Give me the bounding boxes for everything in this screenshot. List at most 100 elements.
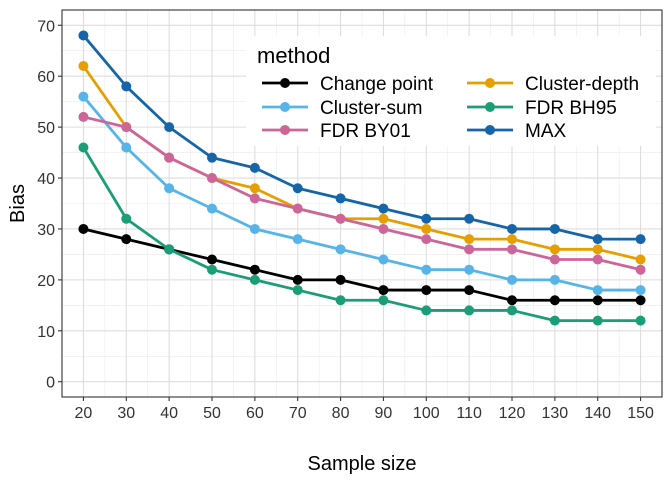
data-point xyxy=(121,234,132,245)
legend-item: Cluster-sum xyxy=(262,98,422,119)
data-point xyxy=(249,223,260,234)
data-point xyxy=(378,254,389,265)
legend-label: Cluster-sum xyxy=(320,98,422,119)
data-point xyxy=(592,295,603,306)
legend-swatch-point xyxy=(485,78,495,88)
data-point xyxy=(635,254,646,265)
data-point xyxy=(378,295,389,306)
data-point xyxy=(207,264,217,275)
data-point xyxy=(78,223,89,234)
data-point xyxy=(335,193,346,204)
y-tick-label: 30 xyxy=(37,222,55,239)
data-point xyxy=(549,254,560,265)
data-point xyxy=(292,274,303,285)
x-tick-label: 110 xyxy=(456,405,482,422)
x-tick-label: 140 xyxy=(584,405,611,422)
series-line xyxy=(82,34,641,241)
data-point xyxy=(507,244,517,255)
data-point xyxy=(78,91,89,102)
data-point xyxy=(592,244,603,255)
data-point xyxy=(635,264,646,275)
y-axis-title: Bias xyxy=(7,184,29,223)
series-line xyxy=(82,95,641,292)
series-fdr-bh95 xyxy=(78,142,646,326)
legend-label: MAX xyxy=(525,121,567,142)
legend-label: FDR BH95 xyxy=(525,98,617,119)
data-point xyxy=(335,295,346,306)
series-line xyxy=(83,115,641,272)
x-tick-label: 60 xyxy=(246,405,264,422)
data-point xyxy=(635,234,646,245)
data-point xyxy=(421,234,432,245)
legend-background xyxy=(246,36,656,146)
data-point xyxy=(335,213,346,224)
data-point xyxy=(507,234,517,245)
data-point xyxy=(421,305,432,316)
data-point xyxy=(78,111,89,122)
legend-item: FDR BY01 xyxy=(262,121,411,142)
data-point xyxy=(121,142,132,153)
data-point xyxy=(549,274,560,285)
data-point xyxy=(121,122,132,133)
x-tick-label: 20 xyxy=(75,405,93,422)
data-point xyxy=(78,30,89,41)
data-point xyxy=(549,223,560,234)
data-point xyxy=(464,234,475,245)
y-tick-label: 70 xyxy=(37,18,55,35)
x-tick-label: 100 xyxy=(413,405,440,422)
data-point xyxy=(378,213,389,224)
data-point xyxy=(421,264,432,275)
data-point xyxy=(207,254,217,265)
legend-item: Cluster-depth xyxy=(467,74,639,95)
series-cluster-sum xyxy=(78,91,646,296)
data-point xyxy=(507,223,517,234)
data-point xyxy=(464,213,475,224)
data-point xyxy=(164,183,175,194)
data-point xyxy=(207,152,217,163)
data-point xyxy=(121,81,132,92)
data-point xyxy=(592,285,603,296)
data-point xyxy=(292,234,303,245)
data-point xyxy=(378,203,389,214)
data-point xyxy=(592,234,603,245)
data-point xyxy=(635,295,646,306)
data-point xyxy=(78,142,89,153)
legend-label: FDR BY01 xyxy=(320,121,411,142)
x-axis-title: Sample size xyxy=(308,453,417,475)
y-tick-label: 0 xyxy=(46,375,55,392)
axes: 0 10 20 30 40 50 60 70 20 30 40 50 60 70 80 90 100 110 120… xyxy=(37,18,654,422)
series-line xyxy=(83,227,641,302)
x-tick-label: 50 xyxy=(203,405,221,422)
legend-swatch-point xyxy=(280,102,290,112)
legend-label: Cluster-depth xyxy=(525,74,639,95)
data-point xyxy=(464,285,475,296)
data-point xyxy=(249,183,260,194)
data-point xyxy=(378,285,389,296)
legend-swatch-point xyxy=(485,102,495,112)
data-point xyxy=(507,305,517,316)
y-tick-label: 60 xyxy=(37,69,55,86)
data-point xyxy=(549,315,560,326)
y-tick-label: 20 xyxy=(37,273,55,290)
y-tick-label: 50 xyxy=(37,120,55,137)
y-tick-label: 40 xyxy=(37,171,55,188)
legend-swatch-point xyxy=(485,125,495,135)
legend-item: Change point xyxy=(262,74,434,95)
data-point xyxy=(335,274,346,285)
data-point xyxy=(249,162,260,173)
data-point xyxy=(121,213,132,224)
legend-item: FDR BH95 xyxy=(467,98,617,119)
data-point xyxy=(549,244,560,255)
data-point xyxy=(421,213,432,224)
data-point xyxy=(292,203,303,214)
data-point xyxy=(164,152,175,163)
data-point xyxy=(164,122,175,133)
data-point xyxy=(378,223,389,234)
x-tick-label: 150 xyxy=(627,405,654,422)
data-point xyxy=(335,244,346,255)
x-tick-label: 130 xyxy=(542,405,569,422)
series-fdr-by01 xyxy=(78,111,646,275)
x-tick-label: 80 xyxy=(332,405,350,422)
